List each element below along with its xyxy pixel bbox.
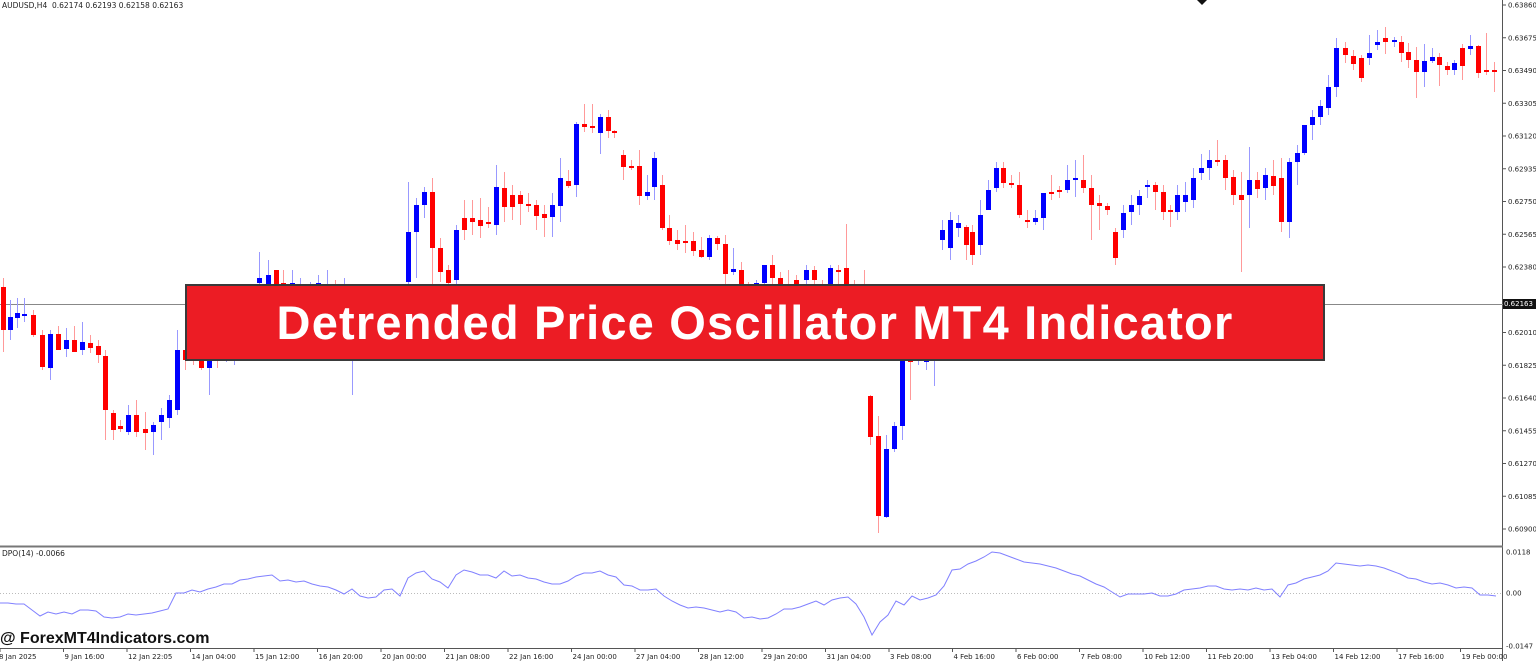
time-tick-label: 27 Jan 04:00 <box>636 653 680 661</box>
time-tick-label: 3 Feb 08:00 <box>890 653 931 661</box>
title-banner: Detrended Price Oscillator MT4 Indicator <box>185 284 1325 361</box>
time-tick-label: 31 Jan 04:00 <box>827 653 871 661</box>
dpo-line <box>0 551 1497 637</box>
dpo-indicator-label: DPO(14) -0.0066 <box>2 549 65 558</box>
time-axis-ticks: 8 Jan 2025 9 Jan 16:00 12 Jan 22:05 14 Jan … <box>0 648 1507 661</box>
price-tick-label: 0.63305 <box>1508 100 1536 108</box>
price-tick-label: 0.63675 <box>1508 34 1536 42</box>
time-tick-label: 15 Jan 12:00 <box>255 653 299 661</box>
dpo-tick-label: 0.00 <box>1506 590 1522 598</box>
price-tick-label: 0.62935 <box>1508 165 1536 173</box>
time-tick-label: 7 Feb 08:00 <box>1081 653 1122 661</box>
time-tick-label: 13 Feb 04:00 <box>1271 653 1317 661</box>
time-tick-label: 9 Jan 16:00 <box>65 653 105 661</box>
price-tick-label: 0.61640 <box>1508 395 1536 403</box>
shift-marker-icon[interactable] <box>1197 0 1207 5</box>
time-tick-label: 28 Jan 12:00 <box>700 653 744 661</box>
symbol-timeframe: AUDUSD,H4 <box>2 1 48 10</box>
time-tick-label: 12 Jan 22:05 <box>128 653 172 661</box>
time-tick-label: 16 Jan 20:00 <box>319 653 363 661</box>
time-tick-label: 20 Jan 00:00 <box>382 653 426 661</box>
time-tick-label: 24 Jan 00:00 <box>573 653 617 661</box>
dpo-tick-label: 0.0118 <box>1506 549 1531 557</box>
price-axis-ticks: 0.63860 0.63675 0.63490 0.63305 0.63120 0.629… <box>1502 2 1536 534</box>
price-tick-label: 0.60900 <box>1508 526 1536 534</box>
ohlc-values: 0.62174 0.62193 0.62158 0.62163 <box>52 1 184 10</box>
price-tick-label: 0.61270 <box>1508 460 1536 468</box>
price-tick-label: 0.62010 <box>1508 329 1536 337</box>
chart-header: AUDUSD,H4 0.62174 0.62193 0.62158 0.6216… <box>2 1 183 10</box>
dpo-tick-label: -0.0147 <box>1506 643 1533 651</box>
price-tick-label: 0.63490 <box>1508 67 1536 75</box>
watermark: @ ForexMT4Indicators.com <box>0 630 210 647</box>
time-tick-label: 29 Jan 20:00 <box>763 653 807 661</box>
candlestick-series <box>1 27 1497 533</box>
time-tick-label: 21 Jan 08:00 <box>446 653 490 661</box>
time-tick-label: 10 Feb 12:00 <box>1144 653 1190 661</box>
banner-title: Detrended Price Oscillator MT4 Indicator <box>276 296 1234 349</box>
price-tick-label: 0.61825 <box>1508 362 1536 370</box>
time-tick-label: 19 Feb 00:00 <box>1462 653 1508 661</box>
time-tick-label: 11 Feb 20:00 <box>1208 653 1254 661</box>
price-tick-label: 0.62565 <box>1508 231 1536 239</box>
time-tick-label: 4 Feb 16:00 <box>954 653 995 661</box>
time-tick-label: 22 Jan 16:00 <box>509 653 553 661</box>
time-tick-label: 17 Feb 16:00 <box>1398 653 1444 661</box>
time-tick-label: 8 Jan 2025 <box>0 653 37 661</box>
time-tick-label: 14 Jan 04:00 <box>192 653 236 661</box>
price-tick-label: 0.63860 <box>1508 2 1536 10</box>
dpo-axis-ticks: 0.0118 0.00 -0.0147 <box>1506 549 1533 651</box>
current-price-tag: 0.62163 <box>1503 299 1536 309</box>
price-tick-label: 0.62380 <box>1508 264 1536 272</box>
price-tick-label: 0.61085 <box>1508 493 1536 501</box>
price-tick-label: 0.63120 <box>1508 133 1536 141</box>
time-tick-label: 14 Feb 12:00 <box>1335 653 1381 661</box>
price-tick-label: 0.62750 <box>1508 198 1536 206</box>
time-tick-label: 6 Feb 00:00 <box>1017 653 1058 661</box>
price-tick-label: 0.61455 <box>1508 427 1536 435</box>
